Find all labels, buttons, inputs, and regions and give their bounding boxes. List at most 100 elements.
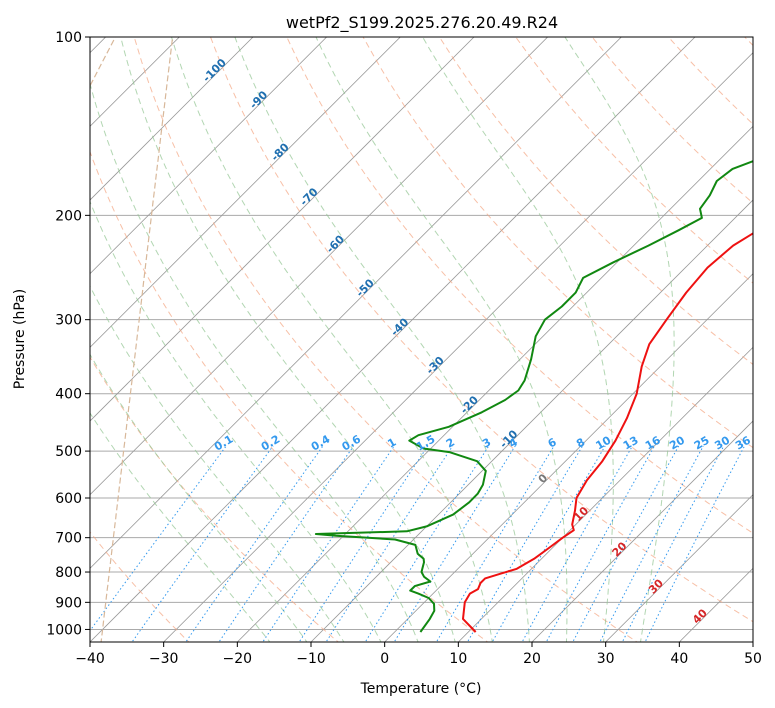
x-tick-label: 30 — [597, 651, 615, 667]
dry-adiabat-line — [133, 37, 638, 642]
isotherm-line — [678, 567, 753, 642]
isotherm-label: 40 — [690, 606, 710, 626]
mixing-ratio-label: 16 — [643, 433, 663, 452]
x-tick-label: 50 — [744, 651, 762, 667]
y-tick-label: 300 — [55, 313, 82, 329]
mixing-ratio-label: 30 — [712, 433, 732, 452]
x-tick-label: −30 — [149, 651, 179, 667]
mixing-ratio-labels: 0.1 0.2 0.4 0.6 1 1.5 2 3 4 6 8 10 13 16 20 25 30 36 — [212, 432, 753, 453]
isotherm-line — [90, 37, 549, 496]
isotherm-label: 30 — [646, 576, 666, 596]
isotherm-line — [605, 494, 753, 642]
mixing-ratio-line — [466, 445, 584, 642]
tan-reference-curves — [90, 37, 174, 642]
isotherm-line — [236, 125, 753, 642]
dewpoint-profile-line — [314, 160, 753, 633]
isotherm-line — [752, 641, 753, 642]
x-tick-label: −10 — [296, 651, 326, 667]
moist-adiabat-line — [90, 412, 271, 642]
moist-adiabat-line — [90, 81, 419, 642]
mixing-ratio-lines — [90, 445, 746, 642]
y-tick-label: 400 — [55, 387, 82, 403]
isotherm-line — [384, 273, 753, 642]
y-tick-label: 600 — [55, 491, 82, 507]
x-tick-label: −40 — [75, 651, 105, 667]
mixing-ratio-label: 13 — [621, 434, 641, 453]
dry-adiabat-line — [210, 37, 753, 623]
isotherm-label: 20 — [610, 539, 630, 559]
tan-reference-line — [100, 37, 174, 642]
moist-adiabat-line — [171, 37, 493, 642]
mixing-ratio-line — [131, 445, 274, 642]
isotherm-label: -40 — [388, 315, 411, 338]
mixing-ratio-label: 3 — [480, 436, 493, 451]
isotherm-label: -100 — [200, 56, 229, 85]
mixing-ratio-line — [393, 445, 516, 642]
mixing-ratio-label: 8 — [574, 436, 587, 451]
isotherm-label: -80 — [269, 140, 292, 163]
y-tick-label: 900 — [55, 595, 82, 611]
isotherm-label: -30 — [424, 354, 447, 377]
isotherm-line — [90, 37, 328, 275]
isotherm-line — [90, 37, 475, 422]
isotherm-line — [0, 10, 59, 654]
x-axis-ticks: −40 −30 −20 −10 0 10 20 30 40 50 — [75, 642, 762, 667]
sounding-series — [314, 160, 753, 633]
x-tick-label: 20 — [523, 651, 541, 667]
mixing-ratio-line — [545, 445, 656, 642]
dry-adiabat-line — [90, 356, 339, 642]
y-axis-label: Pressure (hPa) — [12, 289, 28, 389]
dry-adiabat-line — [744, 37, 753, 47]
y-tick-label: 700 — [55, 531, 82, 547]
isotherm-line — [90, 37, 401, 348]
mixing-ratio-label: 0.6 — [340, 432, 364, 453]
isotherm-line — [457, 346, 753, 642]
temperature-profile-line — [462, 232, 753, 633]
dry-adiabat-line — [286, 37, 753, 534]
mixing-ratio-label: 25 — [692, 434, 712, 453]
moist-adiabat-line — [422, 37, 614, 642]
isotherm-line — [163, 52, 753, 642]
mixing-ratio-label: 2 — [444, 436, 457, 451]
x-tick-label: 10 — [449, 651, 467, 667]
moist-adiabat-line — [90, 353, 308, 642]
x-tick-label: −20 — [223, 651, 253, 667]
isotherm-line — [90, 37, 254, 201]
moist-adiabat-line — [234, 37, 530, 642]
mixing-ratio-label: 6 — [546, 435, 559, 450]
mixing-ratio-label: 0.2 — [259, 433, 282, 454]
mixing-ratio-line — [491, 445, 606, 642]
moist-adiabat-line — [564, 37, 675, 642]
isotherm-line — [90, 37, 696, 642]
mixing-ratio-label: 0.1 — [212, 433, 235, 454]
isotherm-line — [90, 37, 180, 127]
isotherm-label: -60 — [324, 232, 347, 255]
dry-adiabat-line — [90, 150, 489, 642]
isotherm-label: -70 — [297, 185, 320, 208]
x-tick-label: 40 — [670, 651, 688, 667]
isotherm-label: -90 — [247, 88, 270, 111]
dry-adiabat-line — [362, 37, 753, 449]
moist-adiabats — [90, 37, 675, 642]
y-tick-label: 1000 — [46, 622, 82, 638]
mixing-ratio-line — [325, 445, 454, 642]
plot-frame — [89, 36, 754, 643]
dry-adiabat-line — [515, 37, 753, 284]
y-tick-label: 500 — [55, 444, 82, 460]
isotherm-label: 10 — [571, 504, 591, 524]
mixing-ratio-label: 0.4 — [309, 432, 333, 453]
moist-adiabat-line — [90, 285, 345, 642]
y-tick-label: 200 — [55, 208, 82, 224]
mixing-ratio-label: 20 — [667, 433, 687, 452]
mixing-ratio-label: 1 — [385, 436, 398, 451]
mixing-ratio-line — [298, 445, 429, 642]
y-tick-label: 100 — [55, 30, 82, 46]
mixing-ratio-line — [185, 445, 324, 642]
moist-adiabat-line — [90, 200, 382, 642]
y-axis-ticks: 1000 900 800 700 600 500 400 300 200 100 — [46, 30, 90, 638]
dry-adiabats — [90, 37, 753, 642]
mixing-ratio-line — [599, 445, 704, 642]
isotherm-line — [310, 199, 753, 642]
y-tick-label: 800 — [55, 565, 82, 581]
